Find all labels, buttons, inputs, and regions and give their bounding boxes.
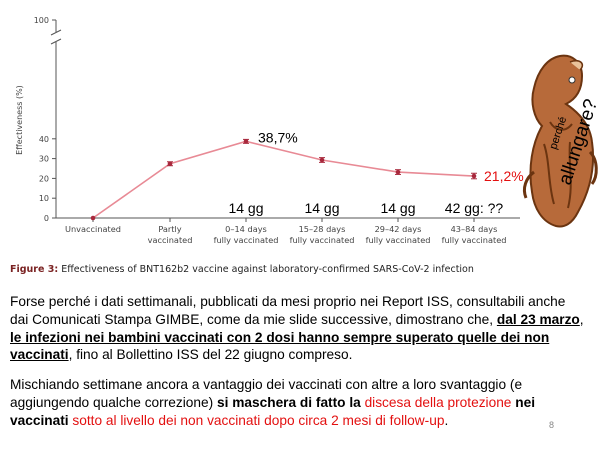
x-tick-label: 29–42 days: [375, 224, 422, 234]
last-value-label: 21,2%: [484, 168, 524, 184]
p2-red-1: discesa della protezione: [364, 394, 512, 410]
paragraph-2: Mischiando settimane ancora a vantaggio …: [10, 376, 585, 429]
p1-date: dal 23 marzo: [496, 311, 580, 327]
p2-text-2: si maschera di fatto la: [216, 394, 365, 410]
data-point: [243, 139, 249, 144]
p1-sep: ,: [579, 311, 584, 327]
paragraph-1: Forse perché i dati settimanali, pubblic…: [10, 293, 585, 364]
p1-text-2: , fino al Bollettino ISS del 22 giugno c…: [68, 347, 353, 363]
p2-text-1: Mischiando settimane ancora a vantaggio …: [10, 377, 523, 410]
p1-text-1: Forse perché i dati settimanali, pubblic…: [10, 294, 566, 327]
x-tick-label: vaccinated: [148, 235, 193, 245]
x-tick-label: fully vaccinated: [214, 235, 279, 245]
data-point: [319, 157, 325, 163]
y-tick-label: 0: [44, 214, 49, 223]
p2-text-4: .: [444, 412, 449, 428]
cartoon-body: [522, 54, 598, 228]
data-point: [90, 215, 96, 221]
data-point: [167, 161, 173, 167]
figure-caption: Figure 3: Effectiveness of BNT162b2 vacc…: [10, 264, 474, 275]
figure-caption-text: Effectiveness of BNT162b2 vaccine agains…: [61, 264, 474, 275]
data-point: [471, 173, 477, 179]
peak-value-label: 38,7%: [258, 129, 298, 145]
figure-caption-prefix: Figure 3:: [10, 264, 59, 275]
slide-number: 8: [549, 420, 555, 430]
interval-label: 42 gg: ??: [445, 200, 504, 216]
interval-label: 14 gg: [228, 200, 263, 216]
x-tick-label: fully vaccinated: [290, 235, 355, 245]
y-tick-label: 10: [39, 194, 49, 203]
y-tick-label: 100: [34, 16, 49, 25]
p2-red-2: sotto al livello dei non vaccinati dopo …: [72, 412, 445, 428]
y-axis-break: [50, 29, 62, 45]
x-tick-label: fully vaccinated: [442, 235, 507, 245]
cartoon-figure: perché allungare?: [522, 54, 600, 228]
y-tick-label: 40: [39, 135, 49, 144]
interval-label: 14 gg: [380, 200, 415, 216]
p1-key-claim: le infezioni nei bambini vaccinati con 2…: [10, 329, 550, 363]
series-line: [92, 140, 475, 219]
x-tick-label: Partly: [158, 224, 181, 234]
y-tick-label: 20: [39, 174, 49, 183]
interval-label: 14 gg: [304, 200, 339, 216]
x-tick-label: 43–84 days: [451, 224, 498, 234]
x-tick-label: Unvaccinated: [65, 224, 121, 234]
x-tick-label: 0–14 days: [225, 224, 267, 234]
y-axis-title: Effectiveness (%): [15, 85, 24, 155]
x-tick-label: fully vaccinated: [366, 235, 431, 245]
p2-text-3: nei vaccinati: [10, 394, 536, 428]
x-tick-label: 15–28 days: [299, 224, 346, 234]
data-point: [395, 169, 401, 175]
y-tick-label: 30: [39, 155, 49, 164]
effectiveness-line-chart: 0 10 20 30 40 100 Effectiveness (%) Unvaccinate…: [15, 16, 524, 245]
